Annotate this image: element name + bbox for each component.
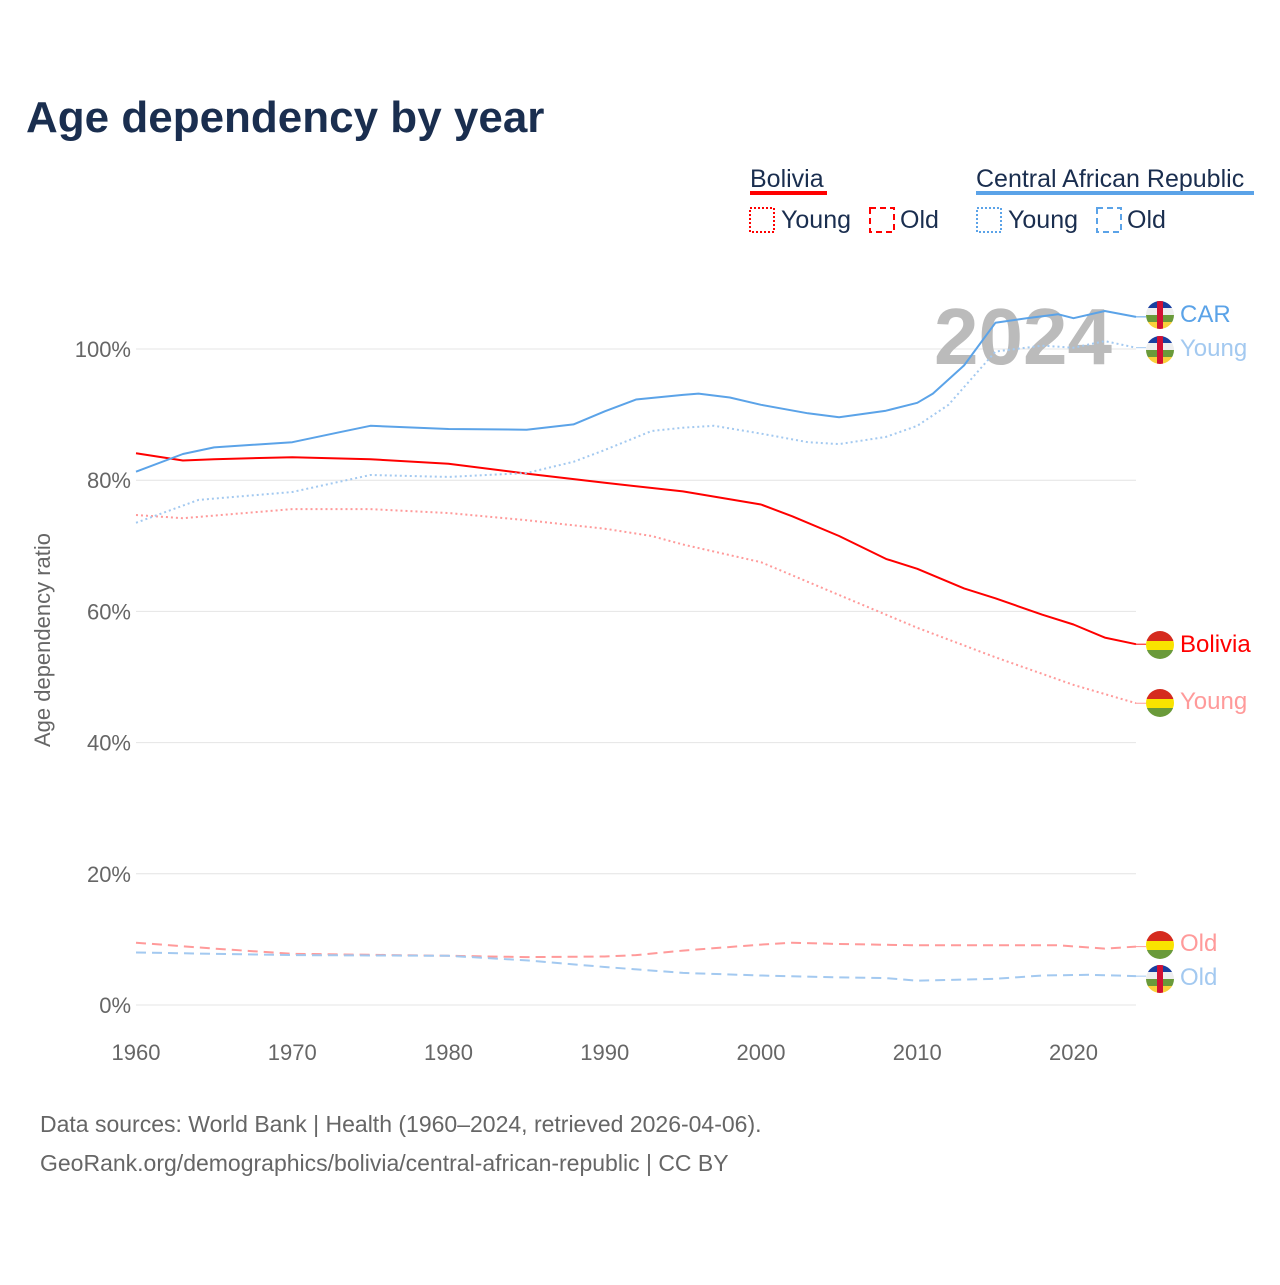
car-flag-icon — [1146, 301, 1174, 329]
y-tick-label: 80% — [87, 468, 131, 493]
end-labels: CAR Young Bolivia Young Old Old — [1146, 301, 1251, 993]
source-link[interactable]: GeoRank.org/demographics/bolivia/central… — [40, 1150, 729, 1176]
x-tick-label: 2000 — [737, 1040, 786, 1065]
grid — [136, 348, 1136, 1006]
end-label-bolivia-young: Young — [1180, 688, 1247, 715]
legend-bolivia-young[interactable]: Young — [781, 206, 851, 234]
y-tick-label: 100% — [75, 337, 131, 362]
series-line-central-african-republic-old — [135, 951, 1137, 982]
legend-group-car[interactable]: Central African Republic — [976, 165, 1244, 193]
end-label-car-old: Old — [1180, 964, 1217, 991]
legend-bolivia-underline — [750, 191, 827, 195]
x-tick-label: 1960 — [112, 1040, 161, 1065]
legend-car-old[interactable]: Old — [1127, 206, 1166, 234]
legend-car-underline — [976, 191, 1254, 195]
legend-group-bolivia[interactable]: Bolivia — [750, 165, 824, 193]
x-tick-label: 2010 — [893, 1040, 942, 1065]
data-source: Data sources: World Bank | Health (1960–… — [40, 1111, 762, 1137]
x-tick-label: 2020 — [1049, 1040, 1098, 1065]
y-tick-label: 0% — [99, 993, 131, 1018]
series-line-bolivia-young — [135, 508, 1137, 705]
y-axis: 0% 20% 40% 60% 80% 100% — [75, 337, 131, 1018]
series-lines — [135, 310, 1146, 982]
series-line-central-african-republic-young — [135, 340, 1137, 524]
bolivia-flag-icon — [1146, 631, 1174, 660]
y-tick-label: 40% — [87, 731, 131, 756]
end-label-bolivia: Bolivia — [1180, 631, 1251, 658]
x-tick-label: 1980 — [424, 1040, 473, 1065]
car-flag-icon — [1146, 336, 1174, 364]
x-tick-label: 1970 — [268, 1040, 317, 1065]
legend-car-old-swatch — [1096, 207, 1122, 233]
series-line-central-african-republic — [135, 310, 1137, 473]
series-line-bolivia — [135, 452, 1137, 646]
x-axis: 1960 1970 1980 1990 2000 2010 2020 — [112, 1040, 1098, 1065]
y-tick-label: 60% — [87, 599, 131, 624]
end-label-bolivia-old: Old — [1180, 930, 1217, 957]
y-tick-label: 20% — [87, 862, 131, 887]
legend-car-young[interactable]: Young — [1008, 206, 1078, 234]
chart-title: Age dependency by year — [26, 93, 544, 142]
legend-bolivia-young-swatch — [749, 207, 775, 233]
legend: Bolivia Young Old Central African Republ… — [749, 165, 1254, 234]
bolivia-flag-icon — [1146, 931, 1174, 960]
legend-bolivia-old[interactable]: Old — [900, 206, 939, 234]
legend-bolivia-old-swatch — [869, 207, 895, 233]
end-label-car: CAR — [1180, 301, 1231, 328]
end-label-car-young: Young — [1180, 335, 1247, 362]
y-axis-label: Age dependency ratio — [30, 533, 55, 747]
x-tick-label: 1990 — [580, 1040, 629, 1065]
legend-car-young-swatch — [976, 207, 1002, 233]
bolivia-flag-icon — [1146, 689, 1174, 718]
car-flag-icon — [1146, 965, 1174, 993]
